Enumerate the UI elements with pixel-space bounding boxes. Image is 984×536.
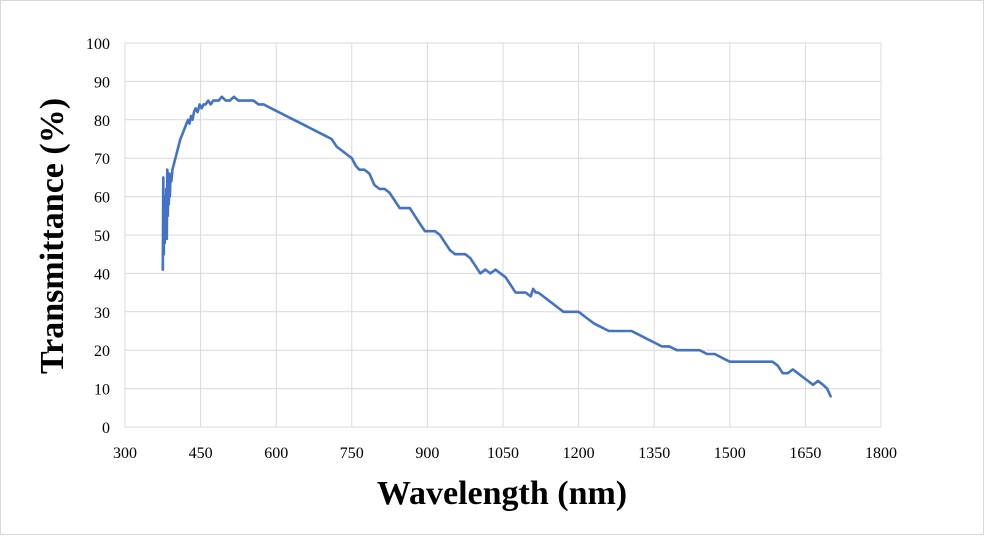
grid-layer [124, 42, 882, 428]
y-tick-label: 60 [94, 190, 110, 207]
y-tick-label: 30 [94, 305, 110, 322]
y-tick-label: 20 [94, 343, 110, 360]
x-tick-label: 300 [113, 445, 137, 462]
y-tick-label: 40 [94, 266, 110, 283]
x-tick-label: 450 [189, 445, 213, 462]
series-layer [161, 95, 832, 398]
x-tick-label: 1200 [563, 445, 595, 462]
y-tick-label: 10 [94, 382, 110, 399]
x-tick-label: 1800 [865, 445, 897, 462]
tick-label-layer: 0 10 20 30 40 50 60 70 80 90 100 300 450 600 750 900 105… [86, 36, 897, 462]
y-tick-label: 0 [102, 420, 110, 437]
y-axis-title: Transmittance (%) [34, 98, 71, 374]
x-tick-label: 1350 [638, 445, 670, 462]
x-tick-label: 750 [340, 445, 364, 462]
x-axis-title: Wavelength (nm) [377, 475, 627, 512]
y-tick-label: 100 [86, 36, 110, 53]
y-tick-label: 80 [94, 113, 110, 130]
x-tick-label: 900 [415, 445, 439, 462]
y-tick-label: 90 [94, 74, 110, 91]
x-tick-label: 600 [264, 445, 288, 462]
x-tick-label: 1050 [487, 445, 519, 462]
x-tick-label: 1650 [789, 445, 821, 462]
y-tick-label: 70 [94, 151, 110, 168]
series-line-transmittance [161, 95, 832, 398]
y-tick-label: 50 [94, 228, 110, 245]
x-tick-label: 1500 [714, 445, 746, 462]
